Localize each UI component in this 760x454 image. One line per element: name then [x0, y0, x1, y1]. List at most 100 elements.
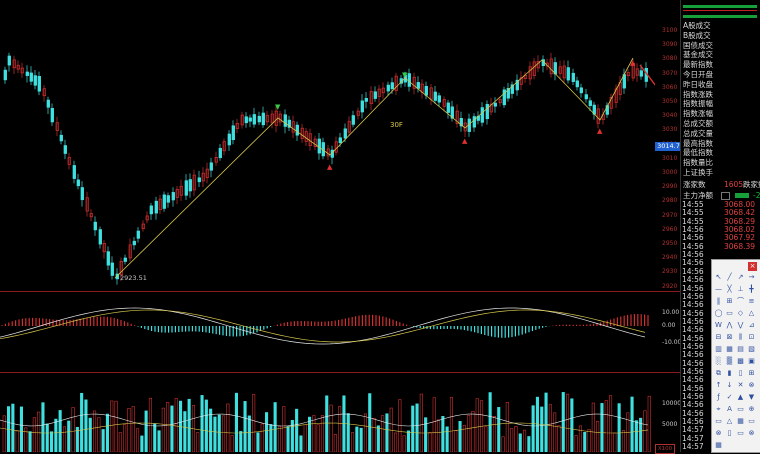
drawing-tool-icon[interactable]: ↑	[715, 381, 722, 389]
side-menu-item[interactable]: 国债成交	[683, 40, 713, 50]
drawing-tool-icon[interactable]: ↗	[737, 273, 744, 281]
drawing-tool-icon[interactable]: ⊗	[748, 381, 755, 389]
drawing-tool-icon[interactable]: ╋	[749, 285, 754, 293]
price-axis-label: 2950	[662, 240, 678, 247]
drawing-tool-icon[interactable]: ▭	[726, 309, 733, 317]
drawing-tool-icon[interactable]: ▭	[748, 417, 755, 425]
drawing-tool-icon[interactable]: ƒ	[717, 393, 720, 401]
drawing-tool-icon[interactable]: ▼	[748, 393, 755, 401]
drawing-tool-icon[interactable]: ▦	[737, 417, 744, 425]
drawing-tool-icon[interactable]: ⊗	[715, 429, 722, 437]
drawing-tool-icon[interactable]: ▯	[738, 369, 743, 377]
volume-bar	[71, 407, 75, 452]
side-menu-item[interactable]: 指数涨幅	[683, 109, 713, 119]
side-menu-item[interactable]: 总成交额	[683, 119, 713, 128]
drawing-tool-icon[interactable]: ⊞	[748, 369, 755, 377]
drawing-tool-icon[interactable]: ▧	[748, 345, 755, 353]
side-menu-item[interactable]: A股成交	[683, 21, 711, 30]
side-menu-item[interactable]: 最低指数	[683, 148, 713, 158]
drawing-tool-icon[interactable]: ▦	[726, 345, 733, 353]
drawing-tool-icon[interactable]: ⊥	[737, 285, 744, 293]
volume-bar	[333, 434, 337, 452]
drawing-tool-icon[interactable]: A	[727, 405, 732, 413]
drawing-tool-icon[interactable]: ◯	[714, 309, 723, 317]
candle-body	[450, 106, 454, 119]
volume-bar	[200, 395, 204, 452]
side-menu-item[interactable]: 指数涨跌	[683, 89, 713, 99]
volume-bar	[449, 397, 454, 452]
drawing-tool-icon[interactable]: ▩	[737, 357, 744, 365]
zigzag-line	[114, 57, 634, 279]
drawing-tool-icon[interactable]: △	[748, 309, 755, 317]
drawing-tool-icon[interactable]: ⫼	[738, 333, 743, 341]
candle-body	[291, 121, 295, 133]
side-menu-item[interactable]: 指数量比	[683, 158, 713, 168]
drawing-tool-icon[interactable]: ⊠	[726, 333, 733, 341]
candle-body	[433, 91, 437, 101]
drawing-tool-icon[interactable]: —	[715, 285, 722, 293]
drawing-tool-icon[interactable]: ╱	[727, 273, 732, 281]
drawing-tool-icon[interactable]: ✓	[726, 393, 733, 401]
drawing-tool-icon[interactable]: △	[726, 417, 733, 425]
candle-body	[209, 162, 213, 171]
drawing-tool-icon[interactable]: ⋀	[726, 321, 733, 329]
tick-row: 14:56	[682, 401, 758, 410]
drawing-tool-icon[interactable]: ▭	[737, 405, 744, 413]
top-green-bar-2	[683, 15, 757, 18]
tick-time: 14:56	[682, 417, 704, 427]
tick-time: 14:56	[682, 367, 704, 376]
drawing-tool-icon[interactable]: ⌖	[716, 405, 721, 413]
volume-bar	[320, 415, 325, 452]
drawing-tool-icon[interactable]: ⧉	[716, 369, 721, 377]
side-menu-item[interactable]: 最新指数	[683, 60, 713, 70]
drawing-tool-icon[interactable]: ‖	[716, 297, 721, 305]
side-menu-item[interactable]: 指数振幅	[683, 99, 713, 109]
tick-row: 14:57	[682, 434, 758, 444]
tick-row: 14:56	[682, 275, 758, 285]
drawing-tool-icon[interactable]: ▯	[727, 429, 732, 437]
kline-chart[interactable]: ▼ ▼ ▲ ▲ ▲ ▲	[0, 0, 655, 452]
drawing-tool-icon[interactable]: ⊞	[726, 297, 733, 305]
close-icon[interactable]: ×	[748, 262, 757, 271]
drawing-tool-icon[interactable]: ◇	[737, 309, 744, 317]
side-menu-item[interactable]: 昨日收盘	[683, 79, 713, 89]
drawing-tool-icon[interactable]: ▒	[726, 357, 733, 365]
drawing-tool-icon[interactable]: W	[715, 321, 722, 329]
drawing-tool-icon[interactable]: ▲	[737, 393, 744, 401]
drawing-tool-icon[interactable]: ╳	[727, 285, 732, 293]
side-menu-item[interactable]: B股成交	[683, 30, 711, 40]
drawing-tool-icon[interactable]: ▭	[715, 417, 722, 425]
drawing-tool-icon[interactable]: ▮	[727, 369, 732, 377]
drawing-tool-icon[interactable]: ⊿	[748, 321, 755, 329]
drawing-tool-icon[interactable]: ▣	[748, 357, 755, 365]
candle-body	[25, 71, 29, 76]
side-menu-item[interactable]: 上证换手	[683, 168, 713, 177]
side-menu-item[interactable]: 总成交量	[683, 128, 713, 138]
drawing-tool-icon[interactable]: ▥	[715, 345, 722, 353]
drawing-tool-icon[interactable]: ⋁	[737, 321, 744, 329]
candle-body	[63, 145, 67, 154]
drawing-tool-icon[interactable]: ⊡	[748, 333, 755, 341]
drawing-tool-icon[interactable]: →	[748, 273, 755, 281]
period-label: 30F	[390, 121, 403, 129]
drawing-tool-icon[interactable]: ▦	[715, 441, 722, 449]
drawing-tool-icon[interactable]: ✕	[737, 381, 744, 389]
drawing-tool-icon[interactable]: ⌒	[737, 297, 744, 305]
drawing-tool-icon[interactable]: ↓	[726, 381, 733, 389]
side-menu-item[interactable]: 基金成交	[683, 50, 713, 60]
side-menu-item[interactable]: 今日开盘	[683, 70, 713, 79]
tick-time: 14:56	[682, 341, 704, 351]
drawing-tool-icon[interactable]: ⊟	[715, 333, 722, 341]
drawing-tool-icon[interactable]: ▤	[737, 345, 744, 353]
drawing-tool-icon[interactable]: ▭	[737, 429, 744, 437]
drawing-tool-icon[interactable]: ░	[715, 357, 722, 365]
candle-body	[558, 66, 562, 74]
macd-axis-zero: 0.00	[662, 322, 676, 329]
side-menu-item[interactable]: 最高指数	[683, 138, 713, 148]
drawing-tool-icon[interactable]: ↖	[715, 273, 722, 281]
price-axis-label: 3070	[662, 69, 678, 77]
drawing-tool-icon[interactable]: ⊕	[748, 405, 755, 413]
candle-body	[115, 273, 119, 280]
drawing-tool-icon[interactable]: ⊗	[748, 429, 755, 437]
drawing-tool-icon[interactable]: ≡	[748, 297, 755, 305]
